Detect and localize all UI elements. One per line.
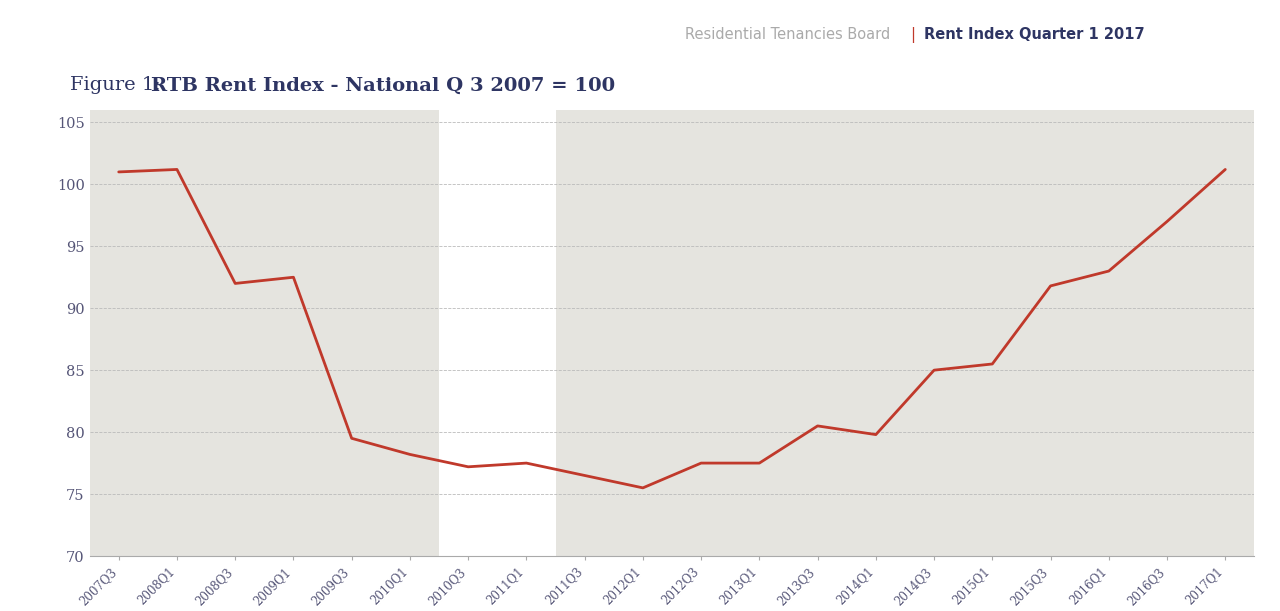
Bar: [556, 110, 788, 556]
Text: Figure 1:: Figure 1:: [70, 76, 168, 94]
Bar: [788, 110, 1021, 556]
Text: RTB Rent Index - National Q 3 2007 = 100: RTB Rent Index - National Q 3 2007 = 100: [151, 76, 616, 94]
Bar: [90, 110, 206, 556]
Bar: [1021, 110, 1254, 556]
Text: |: |: [910, 27, 915, 43]
Text: Residential Tenancies Board: Residential Tenancies Board: [685, 27, 890, 43]
Text: Rent Index Quarter 1 2017: Rent Index Quarter 1 2017: [924, 27, 1144, 43]
Bar: [206, 110, 439, 556]
